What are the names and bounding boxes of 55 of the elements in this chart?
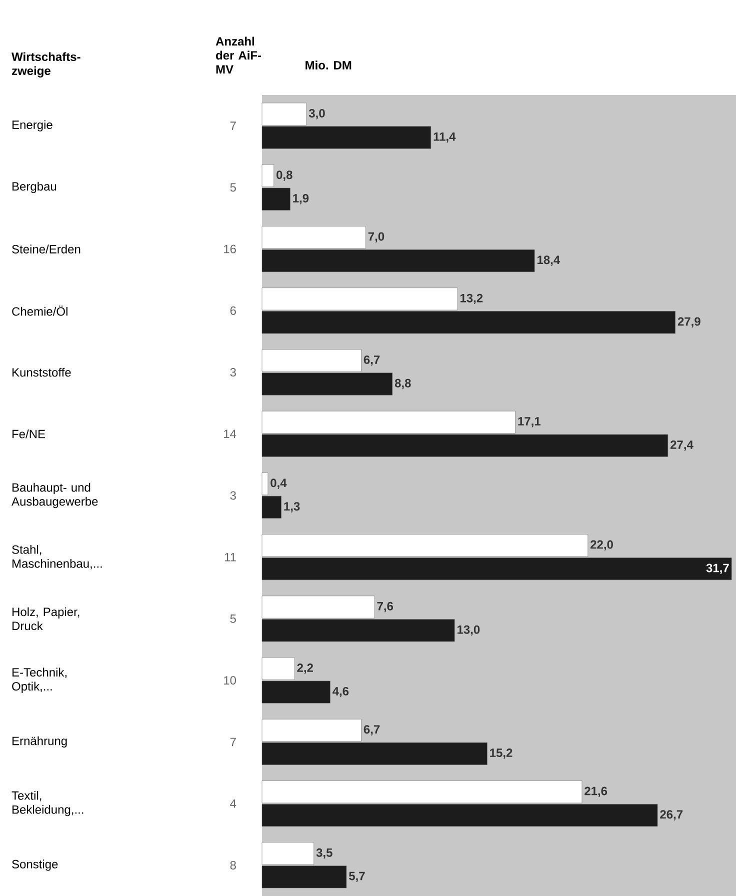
y-tick-label: Sonstige bbox=[12, 860, 58, 871]
text: 5 bbox=[230, 183, 236, 192]
text: 3 bbox=[230, 491, 236, 500]
y-tick-label: Textil, Bekleidung,... bbox=[12, 791, 84, 816]
data-label: 11,4 bbox=[434, 132, 456, 143]
data-label: 1,9 bbox=[293, 194, 309, 204]
text: 7 bbox=[230, 122, 236, 130]
text: 6 bbox=[230, 306, 236, 315]
data-label: 8,8 bbox=[394, 378, 411, 390]
y-tick-label: Bauhaupt- und Ausbaugewerbe bbox=[12, 482, 98, 508]
y-tick-label: Chemie/Öl bbox=[12, 306, 68, 316]
text: 16 bbox=[224, 244, 236, 254]
y-tick-label: Stahl, Maschinenbau,... bbox=[12, 545, 102, 570]
y-tick-label: Energie bbox=[12, 120, 52, 132]
data-label: 0,8 bbox=[276, 170, 292, 181]
y-tick-label: Bergbau bbox=[12, 182, 56, 194]
text: 5 bbox=[230, 614, 236, 623]
data-label: 21,6 bbox=[584, 786, 608, 797]
data-label: 7,0 bbox=[368, 232, 384, 242]
text: 7 bbox=[230, 738, 236, 746]
y-tick-label: E-Technik, Optik,... bbox=[12, 668, 66, 693]
y-tick-label: Steine/Erden bbox=[12, 244, 80, 254]
data-label: 7,6 bbox=[377, 602, 394, 612]
data-label: 6,7 bbox=[364, 355, 380, 366]
data-label: 27,9 bbox=[678, 317, 700, 328]
data-label: 2,2 bbox=[297, 664, 313, 674]
data-label: 1,3 bbox=[284, 502, 300, 512]
y-tick-label: Ernährung bbox=[12, 736, 67, 748]
data-label: 26,7 bbox=[660, 810, 683, 820]
y-tick-label: Fe/NE bbox=[12, 429, 46, 438]
data-label: 0,4 bbox=[270, 478, 287, 489]
data-label: 27,4 bbox=[670, 440, 694, 451]
data-label: 3,5 bbox=[316, 848, 332, 859]
text: 4 bbox=[230, 799, 236, 808]
data-label: 4,6 bbox=[332, 686, 349, 698]
y-axis-title: Wirtschafts- zweige bbox=[12, 52, 80, 78]
data-label: 22,0 bbox=[590, 540, 613, 551]
text: 8 bbox=[230, 860, 236, 870]
y-tick-label: Kunststoffe bbox=[12, 368, 71, 377]
text: 3 bbox=[230, 368, 236, 377]
data-label: 3,0 bbox=[308, 108, 325, 120]
data-label: 13,2 bbox=[460, 294, 483, 304]
text: 10 bbox=[224, 676, 236, 685]
data-label: 13,0 bbox=[458, 625, 480, 636]
text: 11 bbox=[224, 553, 236, 562]
x-axis-title: Mio. DM bbox=[306, 60, 352, 70]
data-label: 6,7 bbox=[364, 725, 380, 736]
data-label: 31,7 bbox=[706, 564, 729, 574]
text: 14 bbox=[224, 430, 236, 438]
y-tick-label: Holz, Papier, Druck bbox=[12, 607, 80, 630]
text: Anzahl der AiF-MV bbox=[216, 36, 262, 74]
data-label: 18,4 bbox=[538, 256, 560, 266]
data-label: 17,1 bbox=[518, 417, 541, 428]
data-label: 5,7 bbox=[349, 872, 365, 882]
data-label: 15,2 bbox=[490, 748, 512, 759]
